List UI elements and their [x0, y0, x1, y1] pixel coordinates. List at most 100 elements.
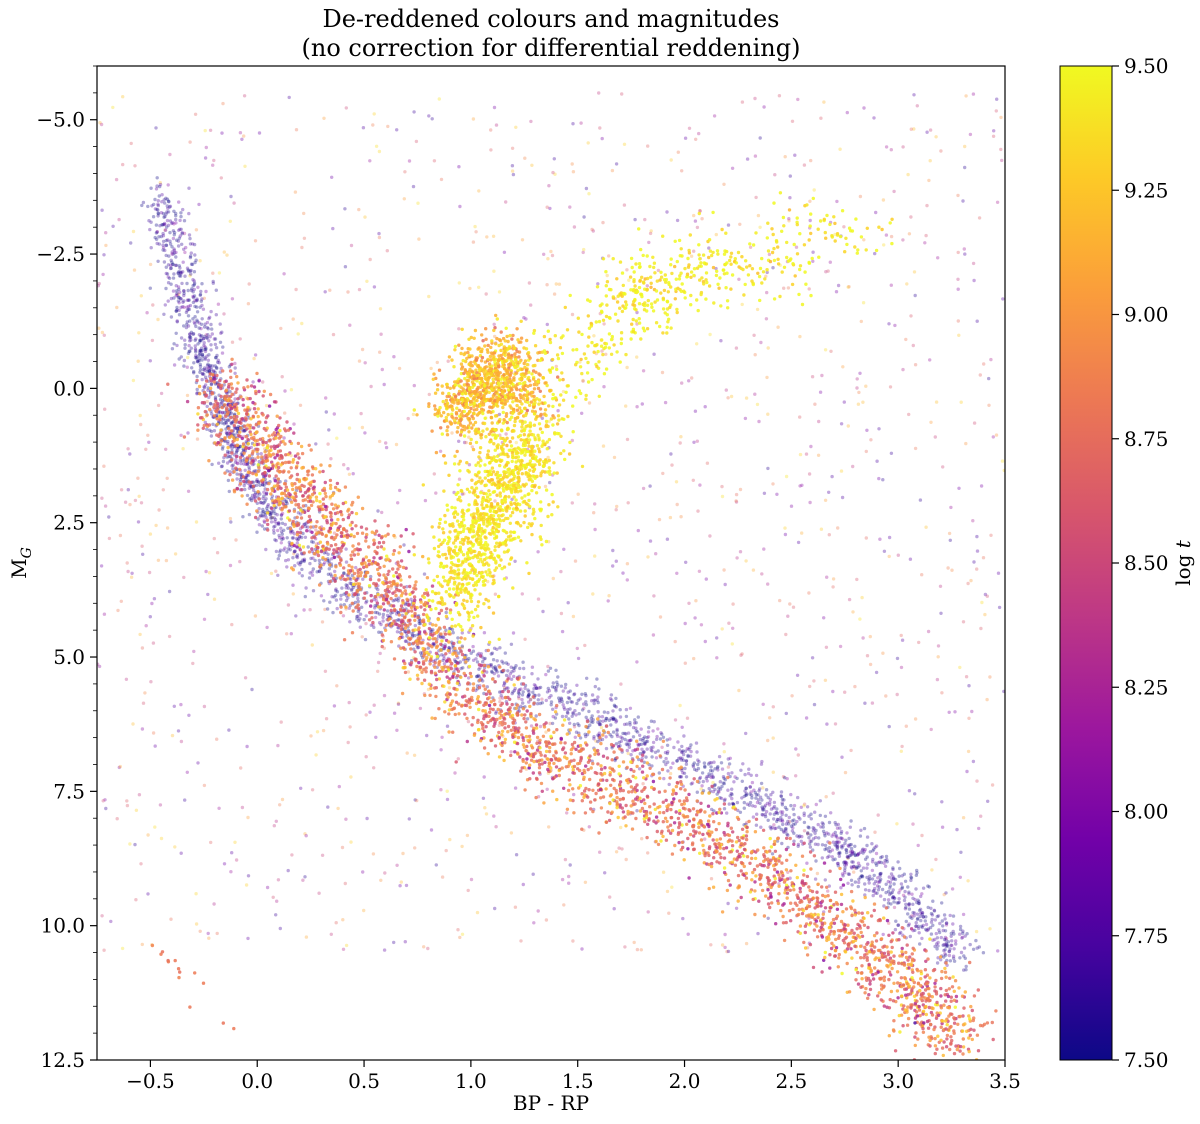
scatter-point	[598, 126, 602, 130]
scatter-point	[924, 233, 928, 238]
scatter-point	[502, 250, 507, 254]
scatter-point	[365, 599, 369, 603]
scatter-point	[633, 718, 637, 722]
scatter-point	[545, 690, 550, 694]
scatter-point	[174, 217, 178, 222]
scatter-point	[293, 564, 297, 568]
scatter-point	[204, 333, 208, 337]
scatter-point	[804, 716, 809, 720]
scatter-point	[310, 473, 315, 477]
scatter-point	[768, 797, 772, 802]
scatter-point	[737, 688, 741, 693]
scatter-point	[405, 751, 409, 755]
scatter-point	[372, 285, 377, 289]
scatter-point	[103, 798, 107, 802]
scatter-point	[403, 940, 407, 944]
scatter-point	[258, 483, 262, 487]
scatter-point	[754, 793, 759, 797]
scatter-point	[614, 742, 619, 746]
scatter-point	[647, 240, 651, 245]
scatter-point	[846, 872, 851, 876]
scatter-point	[332, 555, 336, 559]
scatter-point	[183, 274, 187, 278]
scatter-point	[861, 851, 865, 855]
scatter-point	[789, 824, 794, 828]
scatter-point	[160, 193, 164, 197]
scatter-point	[148, 615, 152, 619]
scatter-point	[540, 416, 544, 420]
scatter-point	[872, 908, 876, 913]
scatter-point	[809, 444, 813, 449]
scatter-point	[756, 798, 761, 802]
scatter-point	[561, 389, 566, 394]
scatter-point	[658, 615, 663, 619]
scatter-point	[100, 496, 104, 500]
scatter-point	[942, 913, 947, 917]
scatter-point	[230, 451, 234, 455]
scatter-point	[964, 675, 969, 679]
scatter-point	[884, 854, 889, 859]
scatter-point	[859, 971, 864, 975]
scatter-point	[985, 697, 989, 702]
scatter-point	[904, 724, 908, 728]
scatter-point	[291, 530, 295, 534]
scatter-point	[179, 214, 183, 219]
scatter-point	[600, 349, 604, 353]
scatter-point	[174, 331, 178, 335]
scatter-point	[435, 360, 439, 365]
scatter-point	[514, 125, 518, 129]
scatter-point	[272, 528, 276, 532]
scatter-point	[349, 775, 353, 779]
scatter-point	[994, 109, 998, 113]
scatter-point	[347, 426, 352, 430]
scatter-point	[720, 943, 725, 947]
scatter-point	[149, 220, 153, 224]
scatter-point	[909, 127, 913, 131]
scatter-point	[952, 959, 957, 963]
scatter-point	[198, 368, 203, 372]
scatter-point	[219, 401, 223, 406]
scatter-point	[276, 521, 281, 525]
scatter-point	[764, 894, 768, 898]
scatter-point	[228, 390, 232, 394]
scatter-point	[296, 511, 301, 515]
scatter-point	[403, 589, 407, 593]
scatter-point	[755, 800, 760, 805]
scatter-point	[776, 901, 781, 906]
scatter-point	[495, 670, 499, 674]
scatter-point	[621, 760, 626, 764]
scatter-point	[328, 464, 332, 468]
scatter-point	[808, 845, 813, 849]
scatter-point	[117, 765, 122, 770]
scatter-point	[173, 263, 178, 268]
scatter-point	[785, 777, 789, 781]
scatter-point	[817, 836, 821, 840]
scatter-point	[864, 384, 868, 388]
scatter-point	[907, 232, 912, 236]
scatter-point	[164, 265, 168, 269]
scatter-point	[929, 906, 933, 910]
scatter-point	[623, 737, 627, 742]
scatter-point	[409, 647, 413, 651]
scatter-point	[176, 729, 181, 733]
scatter-point	[806, 831, 810, 836]
scatter-point	[843, 690, 847, 694]
scatter-point	[791, 605, 796, 609]
scatter-point	[688, 754, 693, 758]
scatter-point	[97, 664, 102, 669]
scatter-point	[713, 787, 717, 792]
scatter-point	[743, 416, 748, 421]
scatter-point	[392, 355, 396, 359]
scatter-point	[360, 605, 364, 609]
scatter-point	[630, 827, 635, 831]
scatter-point	[949, 943, 953, 947]
scatter-point	[228, 219, 232, 223]
scatter-point	[562, 547, 566, 551]
scatter-point	[669, 158, 673, 162]
scatter-point	[790, 694, 794, 698]
scatter-point	[704, 577, 708, 581]
scatter-point	[724, 388, 728, 392]
scatter-point	[471, 658, 476, 662]
scatter-point	[198, 929, 202, 933]
scatter-point	[568, 798, 573, 802]
